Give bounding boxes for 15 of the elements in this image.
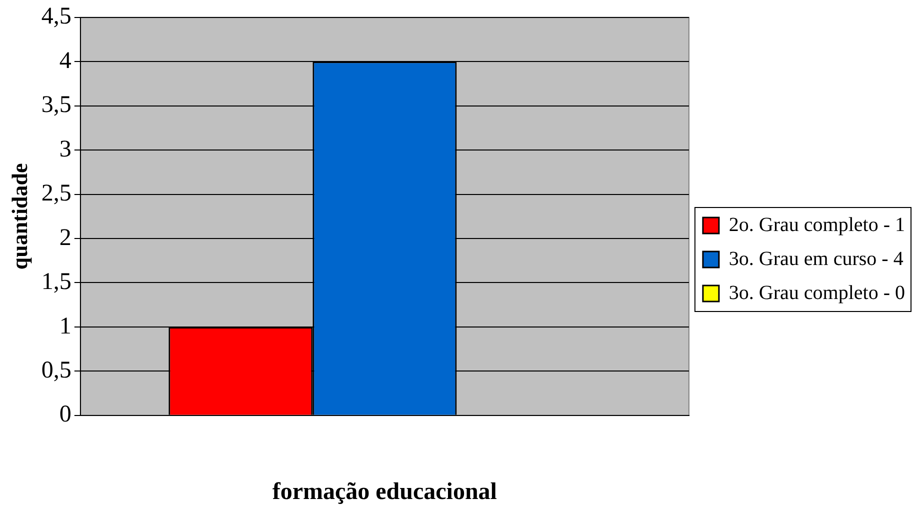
y-tick-label: 4: [59, 48, 72, 74]
y-tick-label: 3: [59, 136, 72, 162]
y-tick-label: 0: [59, 402, 72, 428]
y-tick-label: 0,5: [41, 357, 72, 384]
y-tick-label: 1: [59, 313, 72, 340]
legend-label: 2o. Grau completo - 1: [728, 214, 906, 236]
y-tick-label: 4,5: [41, 4, 72, 30]
y-tick-label: 2,5: [41, 180, 72, 207]
legend-label: 3o. Grau em curso - 4: [728, 248, 904, 270]
legend-label: 3o. Grau completo - 0: [728, 282, 906, 304]
y-tick-label: 3,5: [41, 92, 72, 118]
y-tick-label: 2: [59, 224, 72, 251]
x-axis-title: formação educacional: [272, 478, 498, 505]
y-axis-title: quantidade: [6, 162, 32, 270]
y-tick-label: 1,5: [41, 269, 72, 296]
